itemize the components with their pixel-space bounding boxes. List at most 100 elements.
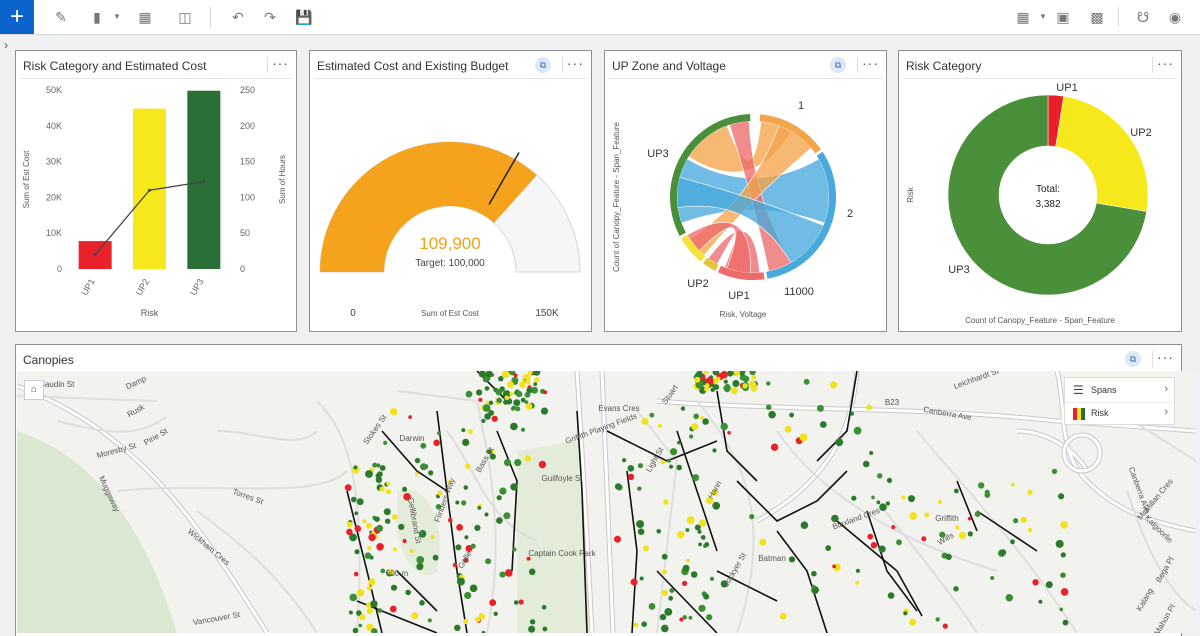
chord-node-label: 1 bbox=[798, 100, 804, 112]
span-line bbox=[346, 490, 383, 633]
chevron-down-icon[interactable]: ▼ bbox=[113, 12, 121, 21]
chevron-right-icon[interactable]: › bbox=[4, 38, 8, 52]
y-tick-label: 40K bbox=[46, 121, 62, 131]
more-options-icon[interactable]: ··· bbox=[1157, 55, 1174, 71]
layout-icon[interactable]: ▦ bbox=[1016, 9, 1030, 25]
canopy-point bbox=[493, 611, 498, 616]
canopy-point bbox=[371, 628, 378, 633]
chevron-right-icon[interactable]: › bbox=[1164, 383, 1168, 395]
canopy-point bbox=[958, 531, 967, 540]
canopy-point bbox=[390, 584, 398, 591]
theme-icon[interactable]: ◉ bbox=[1168, 9, 1182, 25]
canopy-point bbox=[866, 404, 872, 411]
copy-icon[interactable]: ⧉ bbox=[535, 57, 551, 73]
qr-icon[interactable]: ▩ bbox=[1090, 9, 1104, 25]
card-header-divider bbox=[20, 78, 292, 79]
canopy-point bbox=[484, 512, 489, 517]
copy-icon[interactable]: ⧉ bbox=[1125, 351, 1141, 367]
canopy-point bbox=[503, 512, 511, 520]
flow-icon[interactable]: ☋ bbox=[1136, 9, 1150, 25]
canopy-point bbox=[967, 531, 973, 537]
map-view[interactable]: Baudin St Damp Rusk Moresby St Pirie St Torre… bbox=[17, 371, 1196, 633]
minor-road bbox=[876, 500, 978, 633]
total-label: Total: bbox=[1036, 184, 1060, 195]
span-line bbox=[576, 410, 588, 633]
park-area bbox=[517, 441, 592, 633]
span-line bbox=[736, 470, 848, 522]
add-button[interactable]: + bbox=[0, 0, 34, 34]
canopy-point bbox=[533, 371, 541, 376]
canopy-point bbox=[528, 568, 536, 576]
canopy-point bbox=[664, 608, 673, 616]
canopy-point bbox=[699, 519, 707, 527]
canopy-point bbox=[1027, 527, 1033, 533]
roundabout bbox=[1062, 433, 1102, 473]
bar-line-chart: 0 10K 20K 30K 40K 50K 0 50 100 150 200 250 UP1 UP2 UP3… bbox=[22, 85, 287, 318]
undo-icon[interactable]: ↶ bbox=[232, 9, 244, 25]
canopy-point bbox=[663, 499, 669, 505]
span-line bbox=[956, 480, 978, 532]
chord-arc-up2 bbox=[681, 235, 706, 262]
canopy-point bbox=[639, 576, 644, 581]
street-label: Lockyer St bbox=[721, 550, 748, 588]
canopy-point bbox=[937, 499, 943, 505]
canopy-point bbox=[698, 604, 706, 612]
gauge-target-marker bbox=[488, 152, 520, 205]
canopy-point bbox=[520, 427, 526, 432]
upzone-card: UP Zone and Voltage ⧉ ··· 1 2 11000 UP1 UP2 U… bbox=[604, 50, 887, 332]
major-road-fill bbox=[575, 371, 594, 633]
more-options-icon[interactable]: ··· bbox=[567, 55, 584, 71]
layer-item-spans[interactable]: ☰ Spans › bbox=[1065, 380, 1174, 402]
canopy-point bbox=[520, 397, 526, 403]
canopy-point bbox=[470, 543, 476, 549]
canopy-point bbox=[379, 486, 385, 492]
save-icon[interactable]: 💾 bbox=[295, 9, 313, 25]
redo-icon[interactable]: ↷ bbox=[264, 9, 276, 25]
more-options-icon[interactable]: ··· bbox=[862, 55, 879, 71]
canopy-point bbox=[411, 612, 419, 620]
minor-road bbox=[446, 430, 538, 542]
card-header-divider bbox=[314, 78, 587, 79]
layer-item-risk[interactable]: Risk › bbox=[1065, 402, 1174, 425]
canopy-point bbox=[463, 618, 469, 625]
chord-node-label: UP3 bbox=[647, 148, 668, 160]
chevron-right-icon[interactable]: › bbox=[1164, 406, 1168, 418]
cards-icon[interactable]: ◫ bbox=[178, 9, 192, 25]
y2-tick-label: 200 bbox=[240, 121, 255, 131]
canopy-point bbox=[383, 508, 391, 516]
home-icon[interactable]: ⌂ bbox=[24, 380, 44, 400]
street-label: Captain Cook Park bbox=[528, 549, 596, 558]
console-icon[interactable]: ▣ bbox=[1056, 9, 1070, 25]
minor-road bbox=[916, 430, 1078, 633]
canopy-point bbox=[704, 387, 708, 392]
copy-icon[interactable]: ⧉ bbox=[830, 57, 846, 73]
street-label: Mahon Pl bbox=[1152, 603, 1177, 633]
canopy-point bbox=[435, 504, 442, 510]
canopy-point bbox=[348, 610, 353, 615]
canopy-point bbox=[478, 397, 483, 402]
canopy-point bbox=[1060, 521, 1068, 529]
chevron-down-icon[interactable]: ▼ bbox=[1039, 12, 1047, 21]
canopy-point bbox=[477, 506, 482, 510]
canopy-point bbox=[468, 429, 473, 434]
street-label: Evans Cres bbox=[598, 404, 639, 413]
gauge-value-arc bbox=[320, 142, 537, 272]
canopy-point bbox=[711, 489, 719, 496]
chart-icon[interactable]: ▮ bbox=[93, 9, 101, 25]
canopy-point bbox=[511, 376, 519, 384]
table-icon[interactable]: ▦ bbox=[138, 9, 152, 25]
canopy-point bbox=[528, 371, 533, 375]
more-options-icon[interactable]: ··· bbox=[1157, 349, 1174, 365]
span-line bbox=[836, 520, 923, 617]
edit-icon[interactable]: ✎ bbox=[55, 9, 67, 25]
canopy-point bbox=[698, 542, 702, 547]
canopy-point bbox=[694, 376, 701, 383]
canopy-point bbox=[464, 535, 469, 540]
canopy-point bbox=[1062, 619, 1069, 626]
more-options-icon[interactable]: ··· bbox=[272, 55, 289, 71]
canopy-point bbox=[465, 463, 471, 469]
canopy-point bbox=[732, 379, 740, 388]
canopy-point bbox=[504, 395, 510, 401]
canopy-point bbox=[362, 519, 367, 524]
